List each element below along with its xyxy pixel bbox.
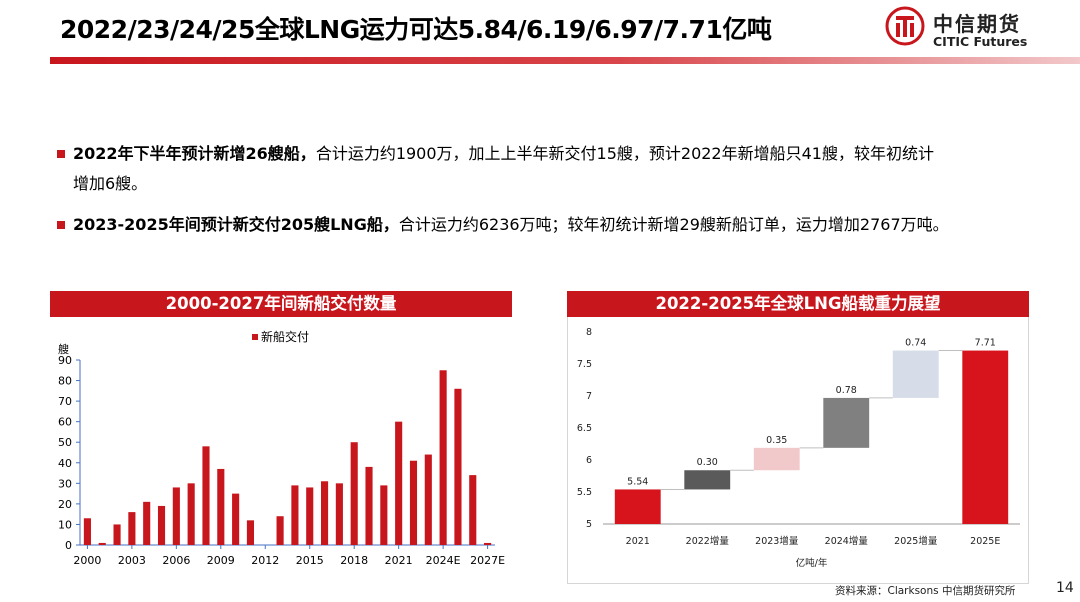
bar-2015 — [306, 487, 314, 545]
waterfall-bar-2025E — [962, 350, 1009, 524]
bullet-1-text-cont: 增加6艘。 — [73, 174, 148, 193]
y-tick-label: 7 — [586, 391, 592, 402]
bar-2021 — [395, 421, 403, 545]
y-axis-label: 艘 — [58, 342, 69, 356]
brand-logo: 中信期货 CITIC Futures — [885, 6, 1065, 54]
y-tick-label: 20 — [58, 498, 72, 511]
y-tick-label: 70 — [58, 395, 72, 408]
bullet-point-2: 2023-2025年间预计新交付205艘LNG船，合计运力约6236万吨；较年初… — [57, 210, 1037, 240]
bar-2000 — [83, 518, 91, 545]
bar-2002 — [113, 524, 121, 545]
bar-2003 — [128, 512, 136, 545]
bullet-marker — [57, 150, 65, 158]
data-label: 5.54 — [627, 476, 648, 487]
bar-2020 — [380, 485, 388, 545]
bar-2019 — [365, 466, 373, 545]
data-label: 0.30 — [697, 457, 718, 468]
x-tick-label: 2021 — [385, 554, 413, 567]
bullet-1-text: 合计运力约1900万，加上上半年新交付15艘，预计2022年新增船只41艘，较年… — [315, 144, 934, 163]
page-number: 14 — [1056, 580, 1074, 596]
bar-2014 — [291, 485, 299, 545]
x-tick-label: 2024增量 — [825, 535, 869, 547]
y-tick-label: 60 — [58, 416, 72, 429]
data-label: 7.71 — [975, 338, 996, 349]
x-tick-label: 2018 — [340, 554, 368, 567]
x-tick-label: 2000 — [73, 554, 101, 567]
x-tick-label: 2025增量 — [894, 535, 938, 547]
data-label: 0.74 — [905, 338, 926, 349]
bullet-point-1: 2022年下半年预计新增26艘船，合计运力约1900万，加上上半年新交付15艘，… — [57, 139, 1037, 199]
bar-2001 — [98, 542, 106, 545]
x-tick-label: 2025E — [970, 536, 1000, 547]
x-tick-label: 2003 — [118, 554, 146, 567]
y-tick-label: 80 — [58, 375, 72, 388]
chart-2-frame — [567, 317, 1029, 584]
bullet-marker — [57, 221, 65, 229]
bar-2024E — [439, 370, 447, 545]
bullet-2-bold: 2023-2025年间预计新交付205艘LNG船， — [73, 215, 399, 234]
y-tick-label: 0 — [65, 539, 72, 552]
y-tick-label: 6.5 — [577, 423, 592, 434]
chart-2-title: 2022-2025年全球LNG船载重力展望 — [567, 291, 1029, 317]
y-tick-label: 40 — [58, 457, 72, 470]
y-tick-label: 30 — [58, 477, 72, 490]
x-tick-label: 2023增量 — [755, 535, 799, 547]
data-label: 0.78 — [836, 385, 857, 396]
brand-name-en: CITIC Futures — [933, 34, 1028, 49]
y-tick-label: 5.5 — [577, 487, 592, 498]
citic-logo-icon — [885, 6, 925, 46]
bullet-1-bold: 2022年下半年预计新增26艘船， — [73, 144, 316, 163]
bar-2017 — [335, 483, 343, 545]
bar-2005 — [157, 505, 166, 545]
chart-1-title: 2000-2027年间新船交付数量 — [50, 291, 512, 317]
legend-swatch — [252, 334, 258, 340]
bar-2011 — [246, 520, 255, 545]
waterfall-bar-2021 — [614, 489, 661, 524]
x-tick-label: 2006 — [162, 554, 190, 567]
y-tick-label: 50 — [58, 436, 72, 449]
bar-2006 — [172, 487, 180, 545]
y-tick-label: 90 — [58, 354, 72, 367]
bar-2018 — [350, 442, 358, 545]
page-title: 2022/23/24/25全球LNG运力可达5.84/6.19/6.97/7.7… — [60, 15, 772, 44]
bullet-2-text: 合计运力约6236万吨；较年初统计新增29艘新船订单，运力增加2767万吨。 — [398, 215, 949, 234]
brand-name-cn: 中信期货 — [933, 12, 1021, 36]
bar-2009 — [217, 468, 225, 545]
source-note: 资料来源：Clarksons 中信期货研究所 — [835, 585, 1016, 597]
bar-2008 — [202, 446, 210, 545]
waterfall-bar-2024增量 — [823, 397, 870, 448]
waterfall-bar-2023增量 — [753, 447, 800, 471]
bar-2004 — [143, 501, 151, 545]
header-divider — [50, 57, 1080, 64]
bar-2016 — [320, 481, 329, 545]
bar-2023 — [424, 454, 432, 545]
bar-2026E — [469, 475, 477, 545]
x-tick-label: 2015 — [296, 554, 324, 567]
x-tick-label: 2024E — [426, 554, 461, 567]
x-tick-label: 2022增量 — [686, 535, 730, 547]
y-tick-label: 8 — [586, 327, 592, 338]
x-tick-label: 2021 — [626, 536, 650, 547]
y-tick-label: 6 — [586, 455, 592, 466]
bar-2025E — [454, 388, 462, 545]
y-tick-label: 5 — [586, 519, 592, 530]
x-tick-label: 2012 — [251, 554, 279, 567]
x-tick-label: 2009 — [207, 554, 235, 567]
bar-2022 — [409, 460, 418, 545]
y-tick-label: 7.5 — [577, 359, 592, 370]
bar-2007 — [187, 483, 195, 545]
bar-2010 — [232, 493, 240, 545]
x-axis-label: 亿吨/年 — [796, 557, 828, 569]
data-label: 0.35 — [766, 435, 787, 446]
bar-2027E — [484, 542, 492, 545]
bar-2013 — [276, 516, 284, 545]
x-tick-label: 2027E — [470, 554, 505, 567]
y-tick-label: 10 — [58, 518, 72, 531]
legend-label: 新船交付 — [261, 329, 309, 344]
waterfall-bar-2025增量 — [892, 350, 939, 398]
waterfall-bar-2022增量 — [684, 470, 731, 490]
